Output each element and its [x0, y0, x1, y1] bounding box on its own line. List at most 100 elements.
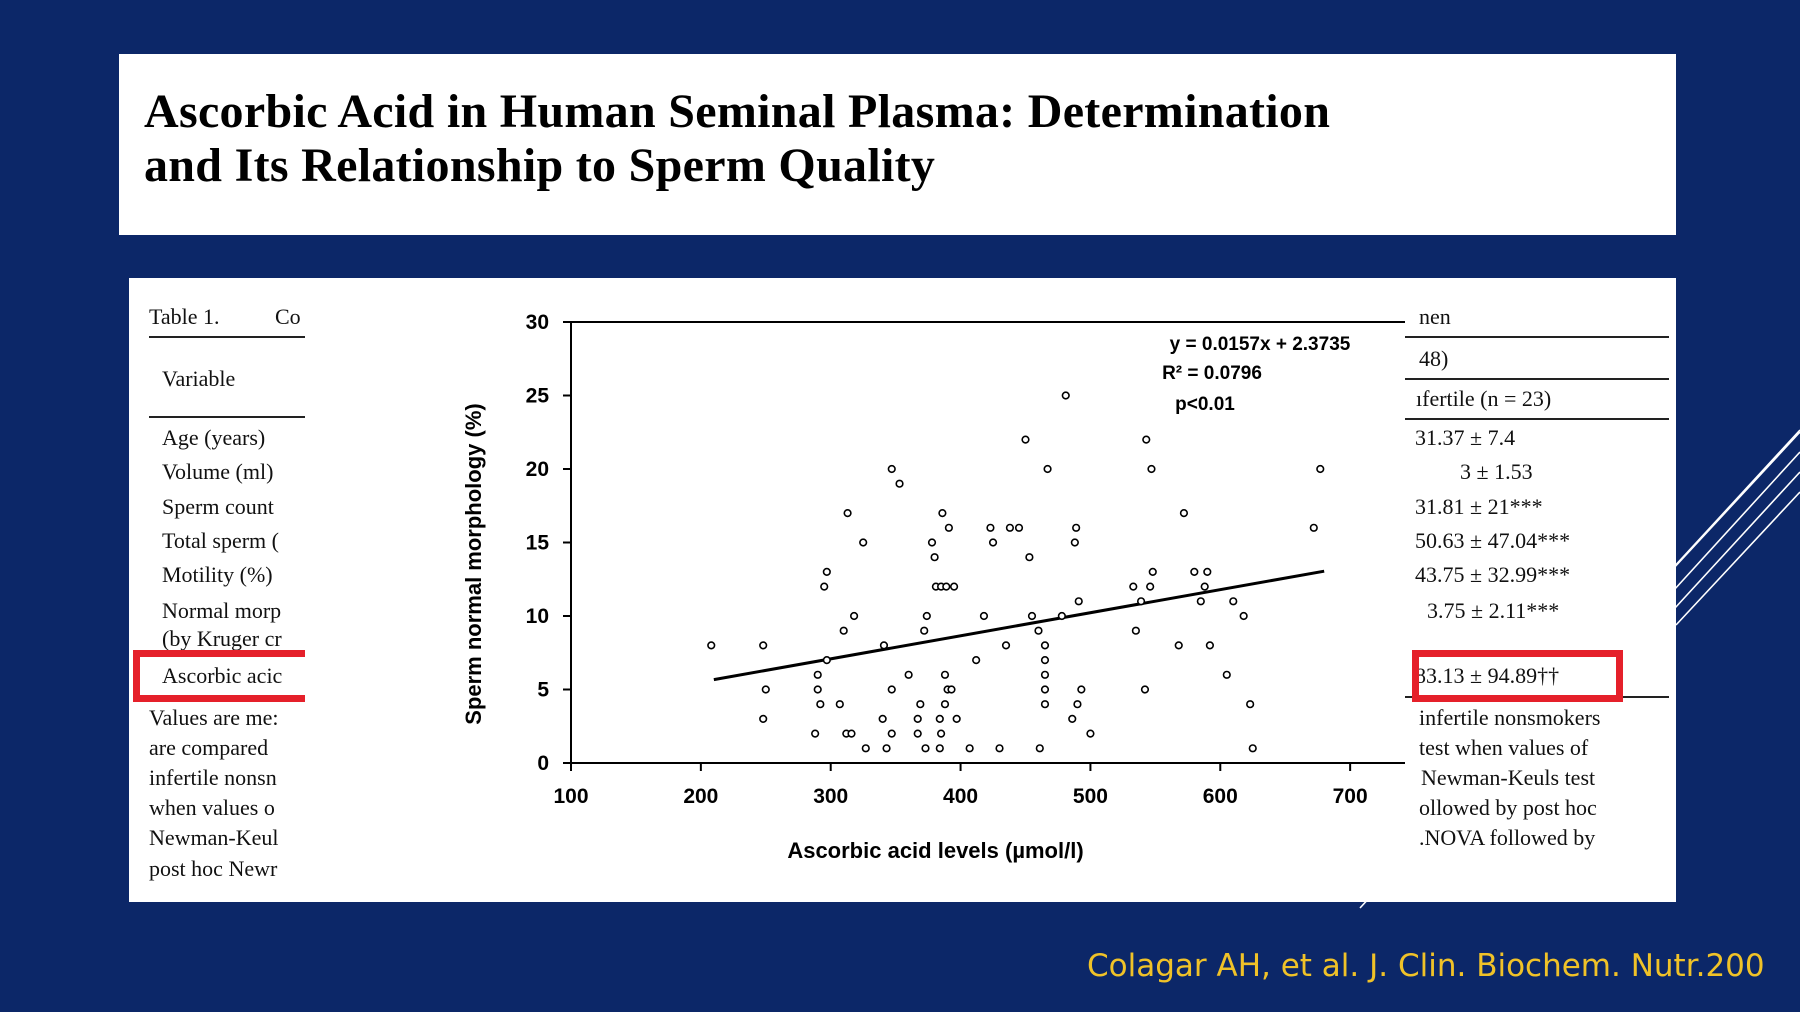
data-point	[1309, 523, 1318, 532]
data-point	[895, 479, 904, 488]
data-point	[1196, 597, 1205, 606]
y-tick-label: 15	[526, 532, 550, 555]
data-point	[1229, 597, 1238, 606]
table-rule-header	[149, 416, 429, 418]
data-point	[949, 582, 959, 591]
data-point	[922, 611, 931, 621]
data-point	[986, 523, 995, 532]
table-row-label: Volume (ml)	[162, 459, 274, 484]
data-point	[979, 611, 989, 621]
table-footnote: are compared	[149, 735, 269, 760]
data-point	[843, 509, 852, 518]
y-tick-label: 10	[526, 605, 549, 628]
table-row-value: 43.75 ± 32.99***	[1415, 562, 1571, 587]
data-point	[1140, 685, 1150, 694]
highlight-box-left	[133, 650, 318, 702]
data-point	[927, 538, 937, 547]
data-point	[1043, 464, 1052, 474]
data-point	[1174, 641, 1183, 650]
data-point	[1040, 700, 1050, 709]
trendline	[713, 569, 1325, 682]
data-point	[707, 641, 716, 650]
data-point	[1222, 670, 1231, 679]
data-point	[916, 700, 925, 709]
data-point	[839, 626, 848, 635]
data-point	[1179, 509, 1189, 518]
data-point	[1077, 685, 1086, 694]
x-tick-label: 400	[943, 785, 978, 808]
scatter-chart: 051015202530100200300400500600700800Asco…	[305, 278, 1405, 902]
data-point	[859, 538, 868, 547]
table-caption: Table 1.	[149, 304, 220, 329]
data-point	[861, 744, 870, 753]
table-row-label: Motility (%)	[162, 562, 273, 587]
data-point	[1203, 567, 1212, 577]
data-point	[1136, 597, 1146, 606]
data-point	[847, 729, 856, 738]
data-point	[988, 538, 998, 547]
table-footnote-right: infertile nonsmokers	[1419, 705, 1601, 730]
table-footnote-right: ollowed by post hoc	[1419, 795, 1597, 820]
data-point	[822, 656, 831, 665]
table-footnote: post hoc Newr	[149, 856, 278, 881]
data-point	[972, 656, 981, 665]
table-row-value: 3.75 ± 2.11***	[1427, 598, 1560, 623]
data-point	[1034, 626, 1043, 635]
data-point	[759, 641, 768, 650]
data-point	[995, 744, 1004, 753]
data-point	[1070, 538, 1079, 547]
data-point	[1061, 391, 1070, 400]
table-footnote: infertile nonsn	[149, 765, 277, 790]
data-point	[879, 641, 889, 650]
data-point	[1147, 464, 1156, 474]
data-point	[1040, 656, 1050, 665]
data-point	[920, 626, 929, 635]
table-footnote-right: Newman-Keuls test	[1421, 765, 1596, 790]
table-row-label: Sperm count	[162, 494, 274, 519]
x-tick-label: 200	[683, 785, 718, 808]
y-tick-label: 5	[537, 679, 549, 702]
data-point	[938, 509, 947, 518]
figure-panel: Table 1. Co Variable Age (years) Volume …	[129, 278, 1676, 902]
data-point	[822, 567, 831, 577]
data-point	[1027, 611, 1037, 621]
y-axis-label: Sperm normal morphology (%)	[461, 403, 486, 724]
y-tick-label: 25	[526, 385, 550, 408]
data-point	[1040, 670, 1050, 679]
table-row-label: Age (years)	[162, 425, 266, 450]
data-point	[1068, 714, 1077, 724]
data-point	[936, 729, 946, 738]
annotation-r-squared: R² = 0.0796	[1162, 363, 1262, 384]
data-point	[1246, 700, 1255, 709]
data-point	[930, 553, 939, 562]
table-rule-mid-right	[1389, 378, 1669, 380]
data-point	[1129, 582, 1138, 591]
table-caption-cut-right: nen	[1419, 304, 1451, 329]
data-point	[878, 714, 887, 724]
data-point	[940, 670, 950, 679]
data-point	[1057, 611, 1066, 621]
table-row-value: 50.63 ± 47.04***	[1415, 528, 1571, 553]
table-footnote: Values are me:	[149, 705, 279, 730]
data-point	[940, 700, 950, 709]
table-footnote: when values o	[149, 795, 275, 820]
data-point	[935, 744, 944, 753]
data-point	[1248, 744, 1257, 753]
table-row-label: Total sperm (	[162, 528, 279, 553]
data-point	[1316, 464, 1325, 474]
data-point	[904, 670, 913, 679]
slide-title-line-2: and Its Relationship to Sperm Quality	[144, 139, 936, 192]
x-tick-label: 700	[1333, 785, 1368, 808]
data-point	[1040, 685, 1050, 694]
data-point	[1131, 626, 1140, 635]
data-point	[816, 700, 825, 709]
table-caption-cut: Co	[275, 304, 301, 329]
data-point	[1021, 435, 1030, 444]
table-header-variable: Variable	[162, 366, 236, 391]
data-point	[1142, 435, 1151, 444]
data-point	[835, 700, 844, 709]
table-rule-top	[149, 336, 429, 338]
table-footnote-right: test when values of	[1419, 735, 1589, 760]
data-point	[820, 582, 829, 591]
table-footnote: Newman-Keul	[149, 825, 279, 850]
